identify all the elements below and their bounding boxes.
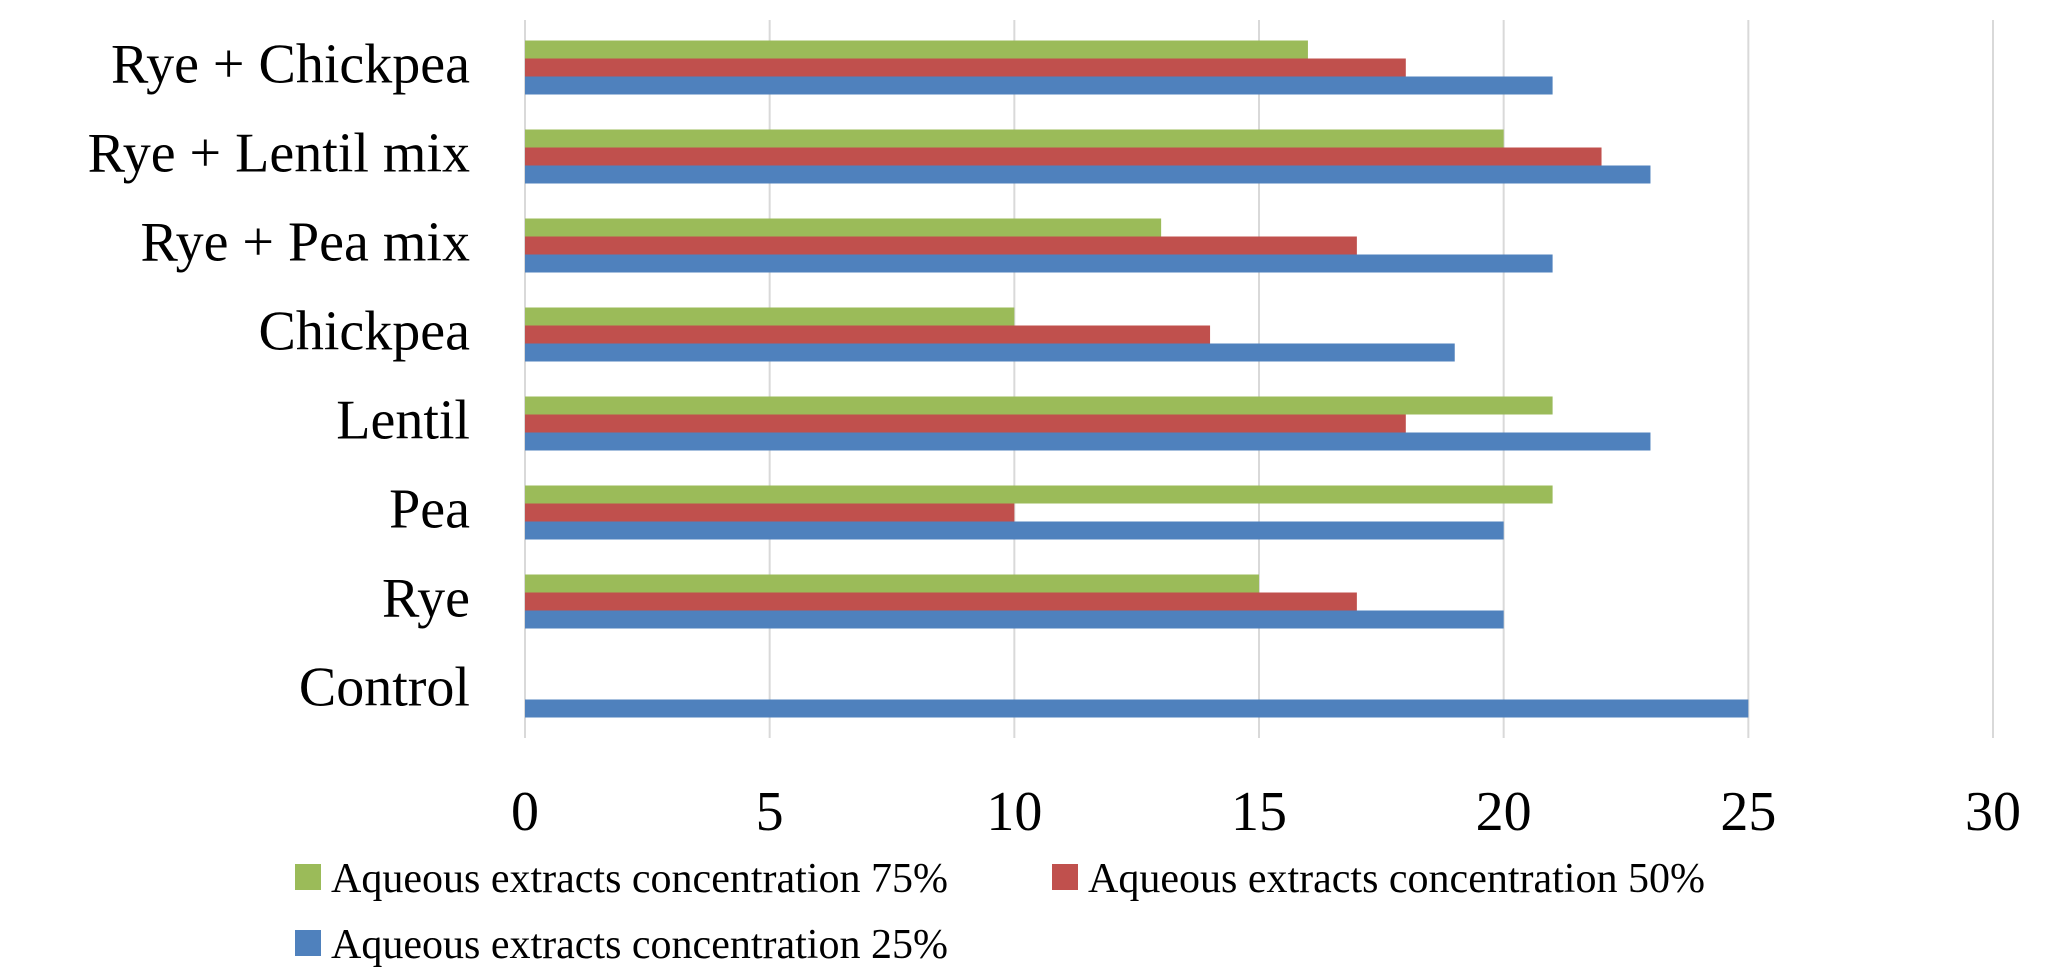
bar-rye-lentil-mix-series-1 xyxy=(525,129,1504,148)
category-labels: Control Rye Pea Lentil Chickpea Rye + Pea mix… xyxy=(88,34,471,719)
bar-rye-pea-mix-series-2 xyxy=(525,236,1357,255)
legend-label-1: Aqueous extracts concentration 75% xyxy=(331,856,948,902)
category-label-rye: Rye xyxy=(382,568,470,630)
bar-rye-series-2 xyxy=(525,592,1357,611)
legend-item-1: Aqueous extracts concentration 75% xyxy=(295,856,948,902)
bar-control-series-3 xyxy=(525,699,1749,718)
legend-swatch-1 xyxy=(295,864,321,890)
x-tick-label-5: 5 xyxy=(756,781,784,843)
bar-pea-series-3 xyxy=(525,521,1504,540)
legend-swatch-2 xyxy=(1052,864,1078,890)
bar-rye-pea-mix-series-1 xyxy=(525,218,1162,237)
bar-rye-chickpea-series-2 xyxy=(525,58,1406,77)
bar-rye-series-3 xyxy=(525,610,1504,629)
legend-label-2: Aqueous extracts concentration 50% xyxy=(1088,856,1705,902)
bar-rye-chickpea-series-1 xyxy=(525,40,1308,59)
bar-rye-lentil-mix-series-2 xyxy=(525,147,1602,166)
bar-pea-series-2 xyxy=(525,503,1015,522)
bar-chickpea-series-2 xyxy=(525,325,1211,344)
legend-swatch-3 xyxy=(295,930,321,956)
category-label-rye-pea-mix: Rye + Pea mix xyxy=(140,212,470,274)
x-tick-label-0: 0 xyxy=(511,781,539,843)
gridlines xyxy=(524,20,1994,738)
x-tick-labels: 0 5 10 15 20 25 30 xyxy=(511,781,2021,843)
bar-lentil-series-2 xyxy=(525,414,1406,433)
bar-rye-pea-mix-series-3 xyxy=(525,254,1553,273)
bar-rye-lentil-mix-series-3 xyxy=(525,165,1651,184)
legend-label-3: Aqueous extracts concentration 25% xyxy=(331,922,948,968)
category-label-lentil: Lentil xyxy=(336,390,470,452)
bar-rye-chickpea-series-3 xyxy=(525,76,1553,95)
category-label-rye-chickpea: Rye + Chickpea xyxy=(111,34,470,96)
bar-chickpea-series-3 xyxy=(525,343,1455,362)
category-label-chickpea: Chickpea xyxy=(259,301,471,363)
category-label-rye-lentil-mix: Rye + Lentil mix xyxy=(88,123,470,185)
x-tick-label-25: 25 xyxy=(1720,781,1776,843)
legend: Aqueous extracts concentration 75% Aqueou… xyxy=(295,856,1705,968)
bar-lentil-series-1 xyxy=(525,396,1553,415)
legend-item-3: Aqueous extracts concentration 25% xyxy=(295,922,948,968)
bar-lentil-series-3 xyxy=(525,432,1651,451)
category-label-control: Control xyxy=(299,657,470,719)
bar-pea-series-1 xyxy=(525,485,1553,504)
x-tick-label-15: 15 xyxy=(1231,781,1287,843)
x-tick-label-20: 20 xyxy=(1476,781,1532,843)
legend-item-2: Aqueous extracts concentration 50% xyxy=(1052,856,1705,902)
x-tick-label-10: 10 xyxy=(986,781,1042,843)
bars xyxy=(525,40,1749,718)
x-tick-label-30: 30 xyxy=(1965,781,2021,843)
bar-rye-series-1 xyxy=(525,574,1259,593)
category-label-pea: Pea xyxy=(389,479,470,541)
bar-chickpea-series-1 xyxy=(525,307,1015,326)
